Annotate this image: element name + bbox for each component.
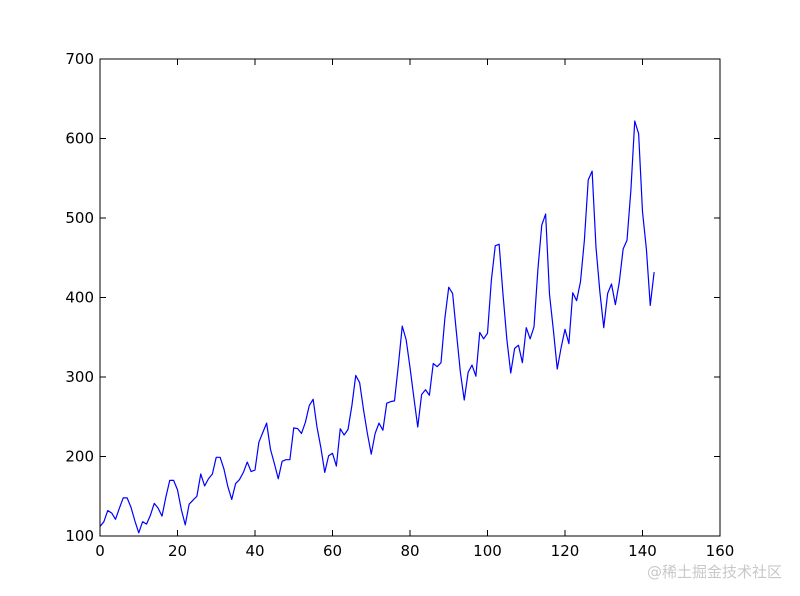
x-tick-label: 80 — [400, 542, 419, 560]
x-tick-label: 120 — [551, 542, 580, 560]
x-tick-label: 100 — [473, 542, 502, 560]
y-tick-label: 400 — [65, 289, 94, 307]
y-tick-label: 100 — [65, 527, 94, 545]
plot-area — [100, 59, 720, 536]
y-tick-label: 300 — [65, 368, 94, 386]
y-tick-label: 600 — [65, 130, 94, 148]
x-tick-label: 60 — [323, 542, 342, 560]
x-tick-label: 160 — [706, 542, 735, 560]
x-tick-label: 140 — [628, 542, 657, 560]
x-tick-labels: 0 20 40 60 80 100 120 140 160 — [95, 542, 734, 560]
x-tick-label: 20 — [168, 542, 187, 560]
watermark-text: @稀土掘金技术社区 — [646, 563, 782, 581]
y-tick-label: 500 — [65, 209, 94, 227]
y-tick-label: 200 — [65, 448, 94, 466]
y-tick-labels: 100 200 300 400 500 600 700 — [65, 50, 94, 545]
series-line-0 — [99, 120, 655, 534]
y-tick-label: 700 — [65, 50, 94, 68]
plot-frame — [99, 58, 721, 537]
x-tick-label: 40 — [245, 542, 264, 560]
x-tick-label: 0 — [95, 542, 105, 560]
series-layer — [99, 120, 655, 534]
